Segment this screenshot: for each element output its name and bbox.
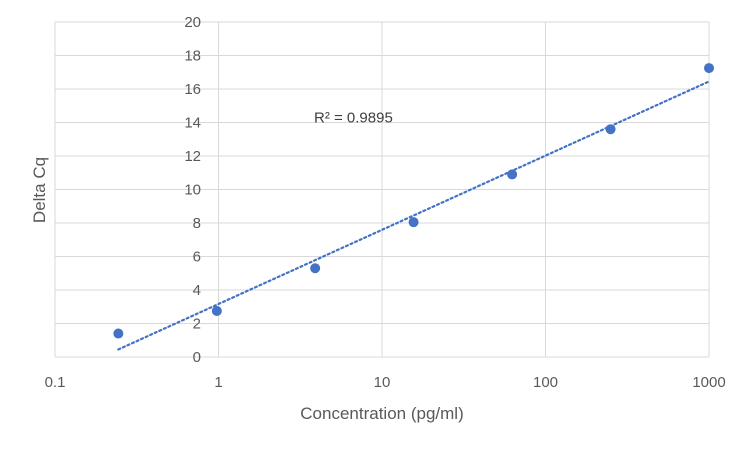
r-squared-annotation: R² = 0.9895 xyxy=(314,109,393,126)
y-tick-label: 20 xyxy=(184,14,201,31)
y-tick-label: 16 xyxy=(184,81,201,98)
y-axis-title: Delta Cq xyxy=(30,157,49,223)
x-tick-label: 1 xyxy=(214,374,222,391)
y-tick-label: 4 xyxy=(193,282,201,299)
x-tick-label: 10 xyxy=(374,374,391,391)
data-point-layer xyxy=(113,63,714,339)
y-tick-label: 0 xyxy=(193,349,201,366)
data-point xyxy=(211,305,222,316)
y-tick-label: 8 xyxy=(193,215,201,232)
data-point xyxy=(605,124,616,135)
trendline xyxy=(117,80,711,351)
y-tick-label: 10 xyxy=(184,182,201,199)
grid-layer xyxy=(54,21,710,358)
tick-label-layer: 0 2 4 6 8 10 12 14 16 18 20 0.1 1 10 100 1000 xyxy=(45,14,726,391)
data-point xyxy=(310,263,321,274)
data-point xyxy=(113,328,124,339)
y-tick-label: 6 xyxy=(193,249,201,266)
data-point xyxy=(408,217,419,228)
data-point xyxy=(704,63,714,74)
x-tick-label: 100 xyxy=(533,374,558,391)
x-axis-title: Concentration (pg/ml) xyxy=(300,404,463,423)
y-tick-label: 12 xyxy=(184,148,201,165)
y-tick-label: 18 xyxy=(184,48,201,65)
data-point xyxy=(507,169,518,180)
x-tick-label: 1000 xyxy=(692,374,725,391)
trendline-layer xyxy=(117,80,711,351)
annotation-layer: R² = 0.9895 xyxy=(314,109,393,126)
x-tick-label: 0.1 xyxy=(45,374,66,391)
y-tick-label: 2 xyxy=(193,316,201,333)
y-tick-label: 14 xyxy=(184,115,201,132)
